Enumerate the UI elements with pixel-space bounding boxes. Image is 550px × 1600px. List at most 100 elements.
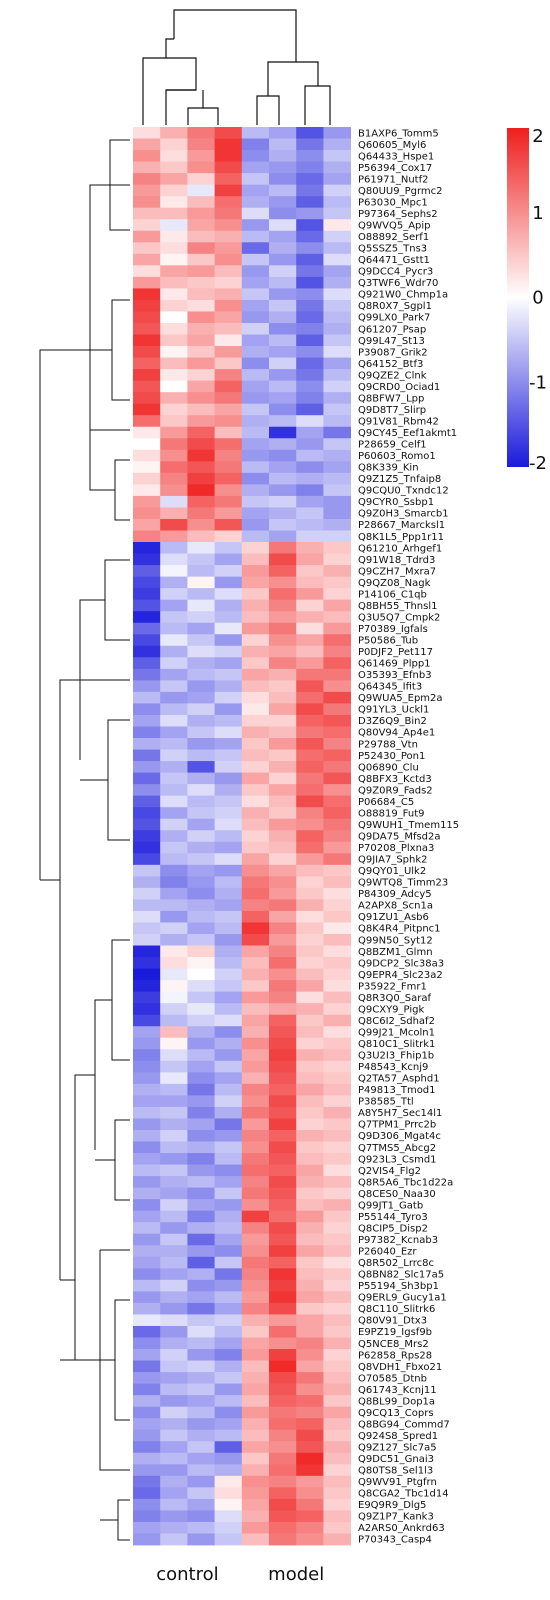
row-label: Q7TPM1_Prrc2b [358,1120,436,1131]
heatmap-cell [241,749,270,762]
heatmap-cell [269,841,297,854]
heatmap-cell [323,288,351,301]
heatmap-cell [269,622,297,635]
heatmap-cell [296,265,324,278]
row-dendro-branch [89,139,130,521]
heatmap-cell [160,945,188,958]
heatmap-cell [296,299,324,312]
heatmap-cell [214,253,243,266]
row-label: Q8BZM1_Glmn [358,947,433,958]
heatmap-cell [241,438,270,451]
col-dendro-branch [256,39,297,125]
heatmap-cell [323,507,351,520]
heatmap-cell [133,334,161,347]
heatmap-cell [187,553,215,566]
heatmap-cell [269,761,297,773]
heatmap-cell [187,357,215,370]
heatmap-cell [296,1291,324,1304]
heatmap-cell [160,853,188,866]
heatmap-cell [160,910,188,923]
heatmap-cell [323,611,351,624]
colorbar-tick-label: 0 [532,288,543,309]
heatmap-cell [160,968,188,981]
heatmap-cell [296,830,324,843]
row-dendrogram [39,139,130,1541]
heatmap-cell [214,991,243,1004]
heatmap-cell [269,127,297,139]
heatmap-cell [241,1106,270,1119]
heatmap-cell [187,334,215,347]
row-label: Q8CGA2_Tbc1d14 [358,1489,449,1500]
heatmap-cell [241,1487,270,1500]
heatmap-cell [241,461,270,474]
heatmap-cell [323,369,351,382]
row-label: Q9WV91_Ptgfrn [358,1477,437,1488]
heatmap-cell [323,772,351,785]
heatmap-cell [323,173,351,186]
heatmap-cell [133,1118,161,1131]
heatmap-cell [269,991,297,1004]
heatmap-cell [133,1095,161,1108]
heatmap-cell [160,738,188,750]
heatmap-cell [160,530,188,543]
heatmap-cell [296,403,324,416]
heatmap-cell [133,1487,161,1500]
heatmap-cell [133,634,161,647]
heatmap-cell [269,933,297,946]
heatmap-cell [133,1187,161,1200]
heatmap-cell [160,1464,188,1477]
heatmap-cell [241,761,270,773]
heatmap-cell [187,426,215,439]
heatmap-cell [323,795,351,808]
heatmap-cell [323,265,351,278]
heatmap-cell [214,761,243,773]
heatmap-cell [187,449,215,462]
row-label: Q8CES0_Naa30 [358,1189,436,1200]
heatmap-cell [269,1060,297,1073]
heatmap-cell [269,1187,297,1200]
heatmap-cell [214,1337,243,1350]
heatmap-cell [323,1129,351,1142]
row-label: P39087_Grik2 [358,347,428,358]
row-label: Q8CIP5_Disp2 [358,1223,428,1234]
heatmap-cell [269,714,297,727]
heatmap-cell [296,1060,324,1073]
heatmap-cell [241,657,270,670]
heatmap-cell [323,253,351,266]
heatmap-cell [296,1302,324,1315]
heatmap-cell [323,726,351,739]
row-label: Q8K4R4_Pitpnc1 [358,924,441,935]
heatmap-cell [296,196,324,209]
heatmap-cell [214,1118,243,1131]
heatmap-cell [241,334,270,347]
heatmap-cell [269,219,297,232]
heatmap-cell [296,1337,324,1350]
row-label: Q8R0X7_Sgpl1 [358,301,432,312]
heatmap-cell [187,322,215,335]
heatmap-cell [269,968,297,981]
heatmap-cell [160,380,188,393]
row-label: P61971_Nutf2 [358,174,428,185]
heatmap-cell [323,807,351,820]
heatmap-cell [323,127,351,139]
heatmap-cell [133,1164,161,1177]
heatmap-cell [214,1372,243,1384]
heatmap-cell [214,726,243,739]
heatmap-cell [323,876,351,889]
heatmap-cell [269,945,297,958]
heatmap-cell [296,622,324,635]
heatmap-cell [323,1210,351,1223]
heatmap-cell [187,1349,215,1361]
heatmap-cell [214,369,243,382]
row-label: Q9WUH1_Tmem115 [358,820,459,831]
row-label: P97382_Kcnab3 [358,1235,438,1246]
heatmap-cell [323,299,351,312]
row-label: Q91ZU1_Asb6 [358,912,429,923]
heatmap-cell [323,530,351,543]
heatmap-cell [241,576,270,589]
heatmap-cell [241,1349,270,1361]
heatmap-cell [241,1464,270,1477]
row-label: Q9QY01_Ulk2 [358,866,426,877]
heatmap-cell [241,668,270,681]
row-label: Q2VIS4_Flg2 [358,1166,421,1177]
